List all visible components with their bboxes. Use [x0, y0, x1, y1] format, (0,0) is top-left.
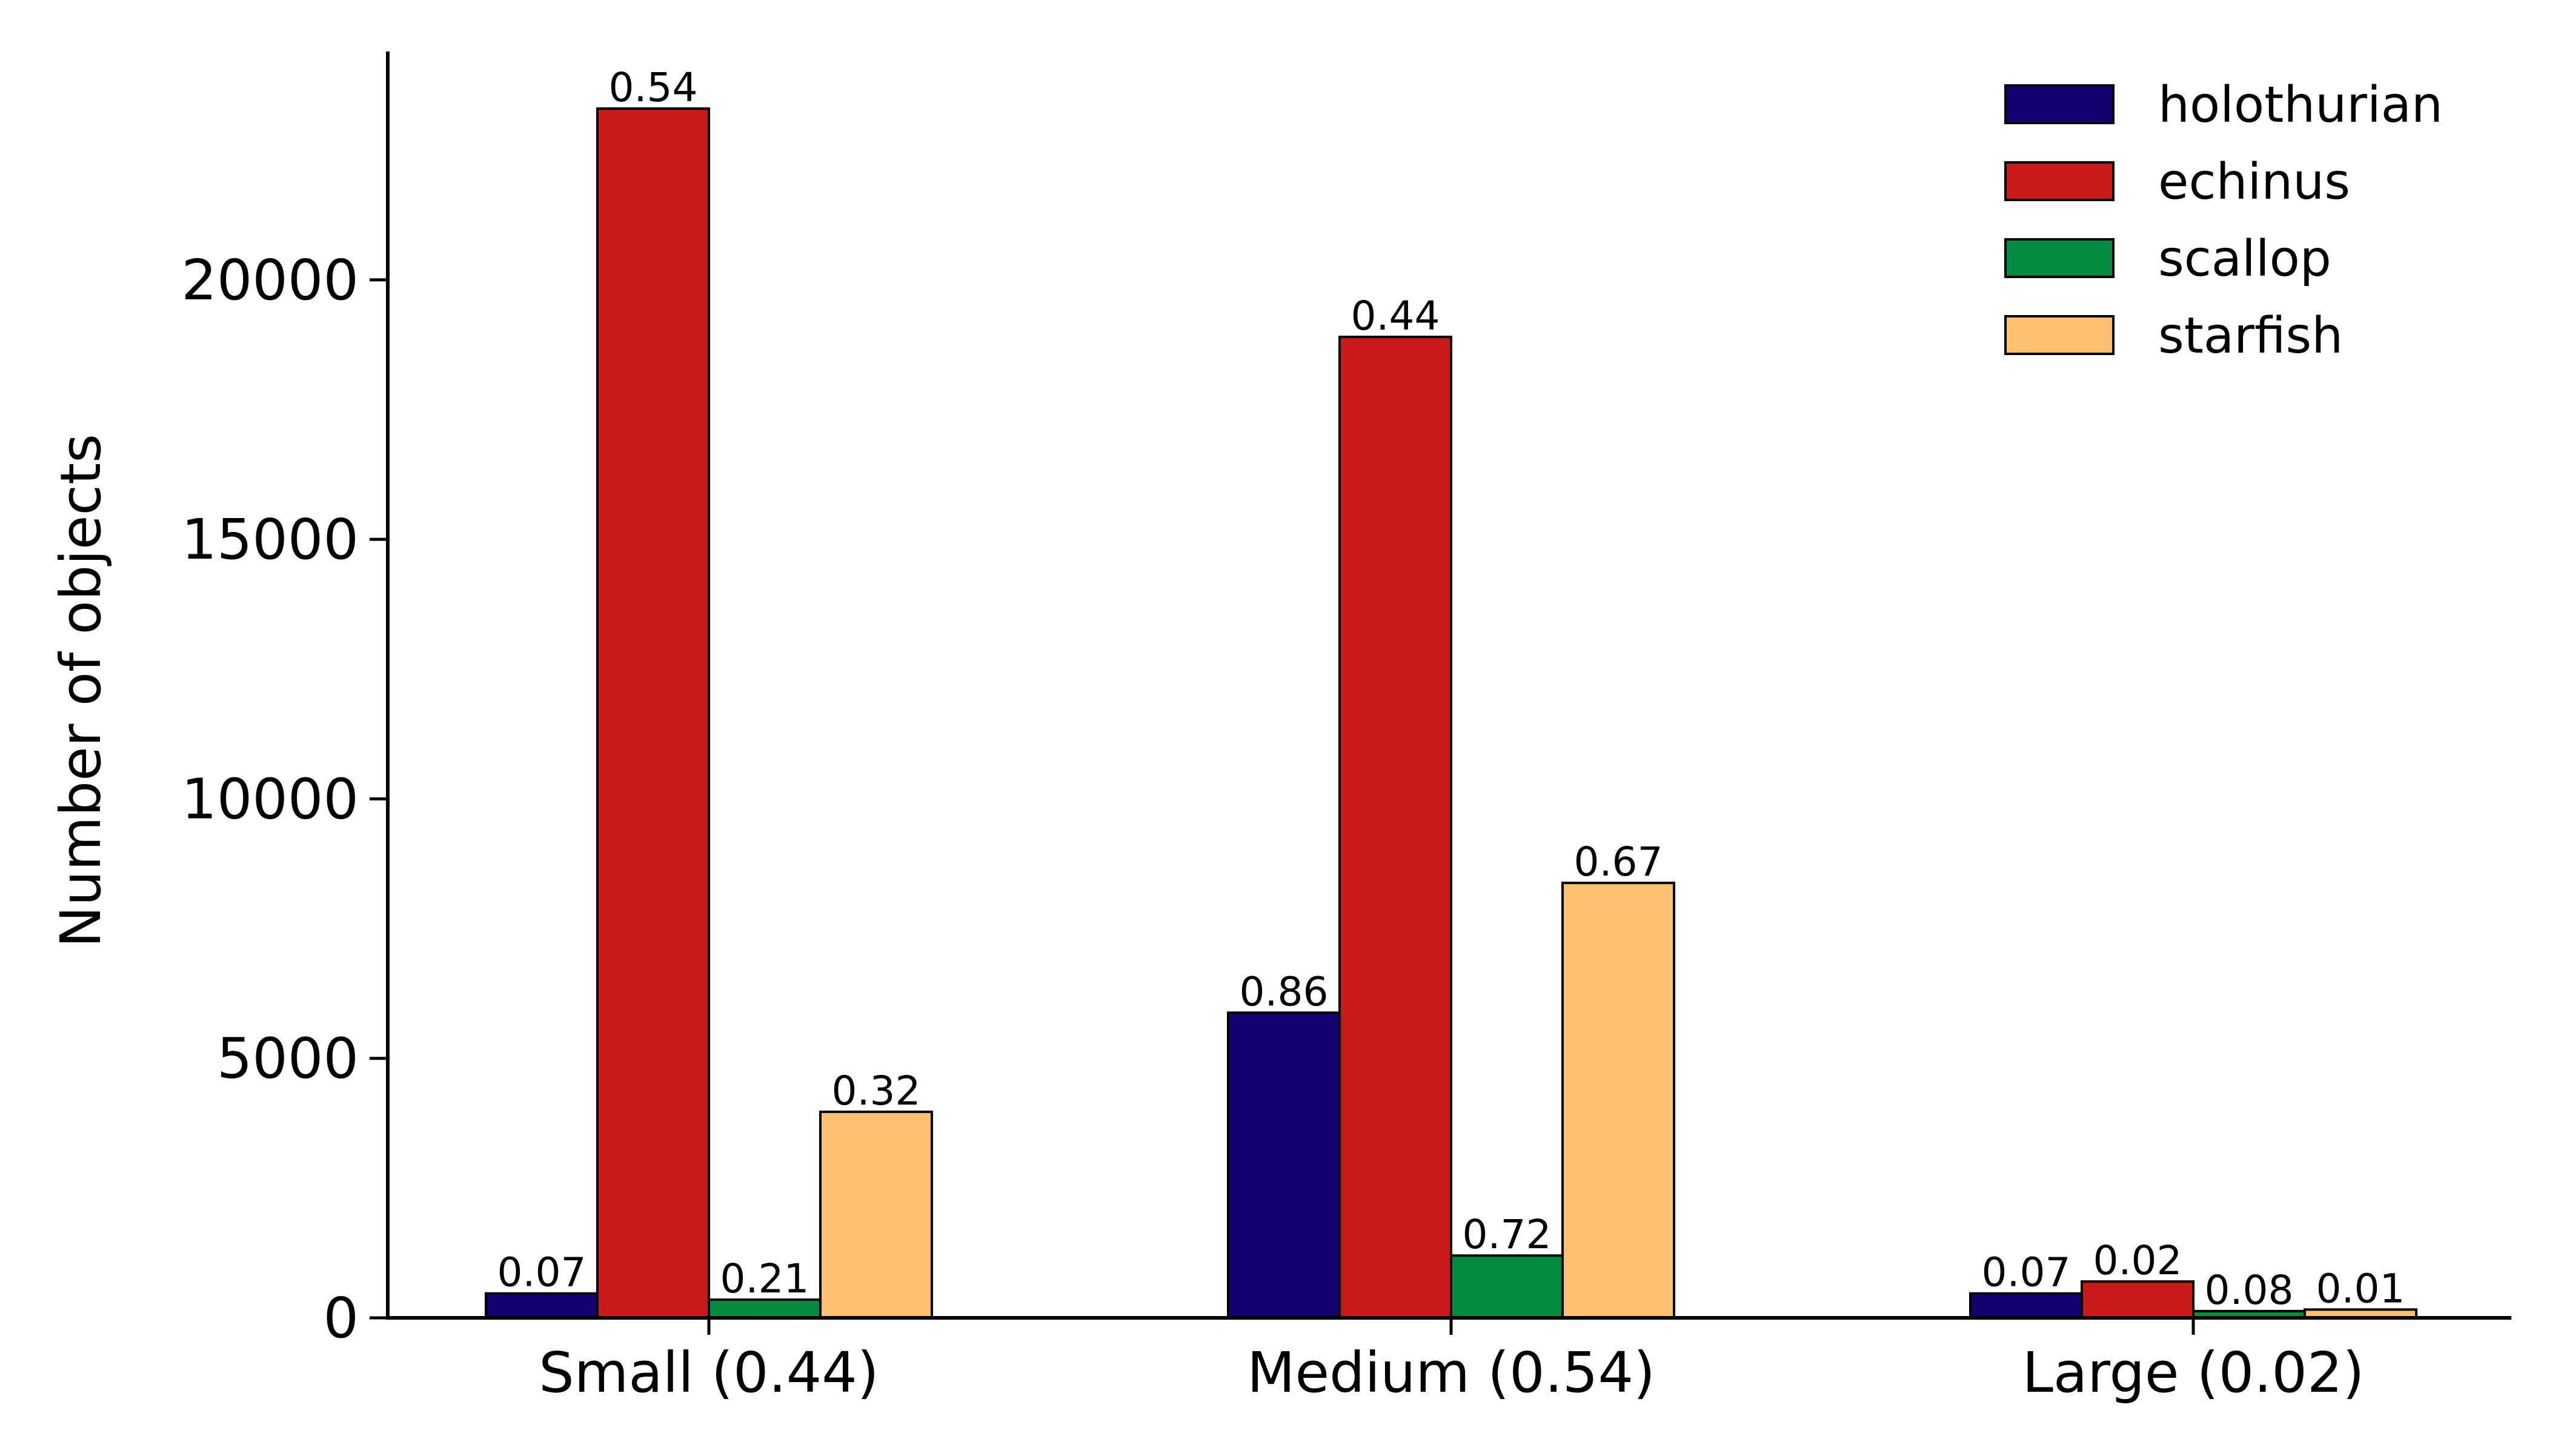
- bar-holothurian-large-0-02: [1969, 1292, 2083, 1319]
- bar-value-label: 0.01: [2316, 1265, 2405, 1312]
- y-tick-label: 20000: [181, 248, 359, 313]
- bar-value-label: 0.02: [2093, 1237, 2182, 1284]
- bar-value-label: 0.07: [497, 1249, 586, 1296]
- legend-swatch-echinus: [2004, 161, 2115, 201]
- legend-swatch-holothurian: [2004, 84, 2115, 124]
- bar-starfish-small-0-44: [819, 1110, 933, 1320]
- bar-echinus-small-0-44: [596, 107, 710, 1319]
- y-axis-label: Number of objects: [48, 434, 113, 948]
- legend-label-starfish: starfish: [2158, 307, 2343, 365]
- bar-value-label: 0.86: [1240, 968, 1329, 1015]
- bar-value-label: 0.67: [1574, 839, 1663, 885]
- bar-scallop-medium-0-54: [1450, 1254, 1564, 1320]
- axes-layer: 0 5000 10000 15000 20000 Small (0.44) Medium (…: [48, 52, 2511, 1405]
- legend-label-holothurian: holothurian: [2158, 76, 2443, 134]
- bar-value-label: 0.07: [1982, 1249, 2071, 1296]
- bar-echinus-medium-0-54: [1338, 336, 1452, 1319]
- bar-echinus-large-0-02: [2081, 1280, 2195, 1320]
- bar-labels-layer: 0.07 0.86 0.07 0.54 0.44 0.02 0.21 0.72 0.08 0.32…: [497, 64, 2405, 1314]
- y-tick-label: 15000: [181, 507, 359, 572]
- legend-label-scallop: scallop: [2158, 230, 2331, 288]
- bar-holothurian-small-0-44: [485, 1292, 599, 1319]
- bar-scallop-small-0-44: [708, 1298, 822, 1320]
- y-tick-label: 10000: [181, 766, 359, 831]
- x-tick-label-medium-0-54: Medium (0.54): [1247, 1340, 1655, 1405]
- bars-layer: [485, 107, 2417, 1320]
- x-tick-label-small-0-44: Small (0.44): [539, 1340, 879, 1405]
- x-tick-label-large-0-02: Large (0.02): [2022, 1340, 2365, 1405]
- y-tick-label: 0: [323, 1286, 359, 1351]
- bar-value-label: 0.08: [2205, 1267, 2294, 1314]
- bar-value-label: 0.21: [720, 1255, 809, 1302]
- legend: holothurian echinus scallop starfish: [2004, 76, 2443, 365]
- bar-value-label: 0.54: [609, 64, 698, 111]
- bar-holothurian-medium-0-54: [1227, 1011, 1341, 1319]
- legend-swatch-scallop: [2004, 238, 2115, 278]
- bar-value-label: 0.44: [1351, 293, 1440, 339]
- y-tick-label: 5000: [217, 1026, 359, 1091]
- legend-label-echinus: echinus: [2158, 153, 2350, 211]
- legend-swatch-starfish: [2004, 315, 2115, 355]
- bar-value-label: 0.72: [1463, 1211, 1552, 1258]
- bar-starfish-medium-0-54: [1561, 882, 1675, 1320]
- bar-value-label: 0.32: [832, 1068, 921, 1114]
